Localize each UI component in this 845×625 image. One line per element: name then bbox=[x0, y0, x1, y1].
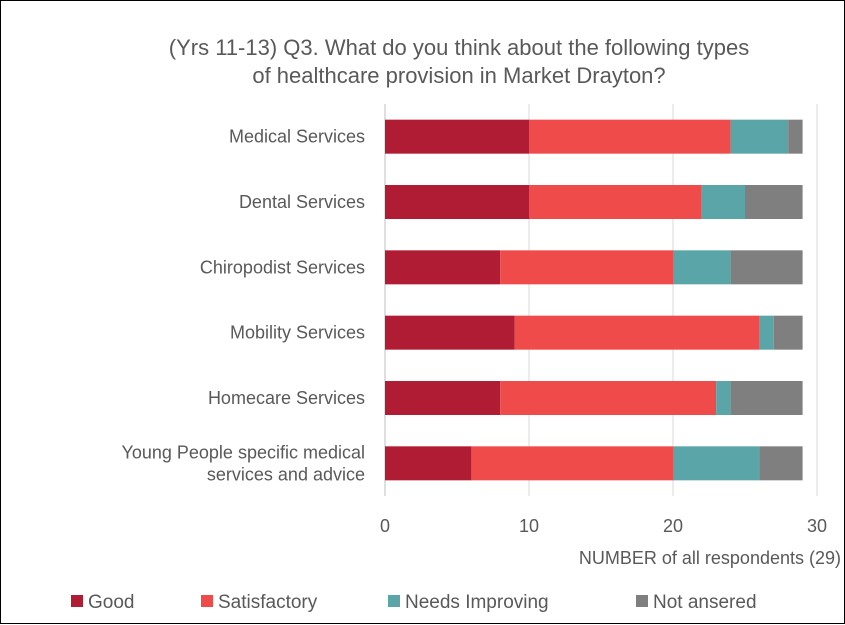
category-label: Young People specific medical bbox=[122, 442, 366, 462]
bar-segment bbox=[514, 315, 760, 350]
chart-title-line-2: of healthcare provision in Market Drayto… bbox=[252, 63, 665, 88]
bar-segment bbox=[385, 446, 472, 481]
bar-segment bbox=[730, 119, 789, 154]
legend: Good Satisfactory Needs Improving Not anser… bbox=[71, 592, 757, 613]
category-label: services and advice bbox=[207, 464, 365, 484]
x-axis-label: NUMBER of all respondents (29) bbox=[579, 548, 841, 568]
legend-swatch bbox=[201, 595, 213, 607]
bar-segment bbox=[385, 119, 529, 154]
bar-segment bbox=[759, 446, 803, 481]
x-tick-label: 20 bbox=[663, 516, 683, 536]
gridlines bbox=[384, 104, 818, 496]
chart-title-line-1: (Yrs 11-13) Q3. What do you think about … bbox=[169, 35, 749, 60]
category-label: Medical Services bbox=[229, 127, 365, 147]
bar-segment bbox=[529, 185, 702, 219]
bar-segment bbox=[500, 381, 717, 415]
bar-segment bbox=[385, 315, 515, 350]
bar-segment bbox=[673, 250, 731, 285]
category-label: Chiropodist Services bbox=[200, 257, 365, 277]
bar-segment bbox=[716, 381, 731, 415]
x-tick-label: 10 bbox=[519, 516, 539, 536]
legend-label: Not ansered bbox=[653, 592, 757, 613]
legend-label: Good bbox=[88, 592, 134, 613]
bar-segment bbox=[385, 185, 529, 219]
category-labels: Medical Services Dental Services Chiropodi… bbox=[122, 127, 366, 485]
legend-label: Satisfactory bbox=[218, 592, 318, 613]
bar-segment bbox=[759, 315, 774, 350]
category-label: Dental Services bbox=[239, 192, 365, 212]
legend-label: Needs Improving bbox=[405, 592, 549, 613]
legend-swatch bbox=[388, 595, 400, 607]
legend-swatch bbox=[71, 595, 83, 607]
legend-swatch bbox=[636, 595, 648, 607]
bar-segment bbox=[385, 381, 501, 415]
bar-segment bbox=[385, 250, 501, 285]
bar-segment bbox=[745, 185, 803, 219]
bar-segment bbox=[701, 185, 745, 219]
bar-segment bbox=[500, 250, 673, 285]
category-label: Homecare Services bbox=[208, 388, 365, 408]
bar-segment bbox=[673, 446, 760, 481]
x-tick-labels: 0 10 20 30 bbox=[380, 516, 827, 536]
bar-segment bbox=[730, 381, 803, 415]
bar-segment bbox=[471, 446, 673, 481]
bar-segment bbox=[788, 119, 803, 154]
x-tick-label: 30 bbox=[807, 516, 827, 536]
x-tick-label: 0 bbox=[380, 516, 390, 536]
bars bbox=[385, 119, 803, 481]
bar-segment bbox=[730, 250, 803, 285]
bar-segment bbox=[773, 315, 803, 350]
category-label: Mobility Services bbox=[230, 323, 365, 343]
bar-segment bbox=[529, 119, 731, 154]
